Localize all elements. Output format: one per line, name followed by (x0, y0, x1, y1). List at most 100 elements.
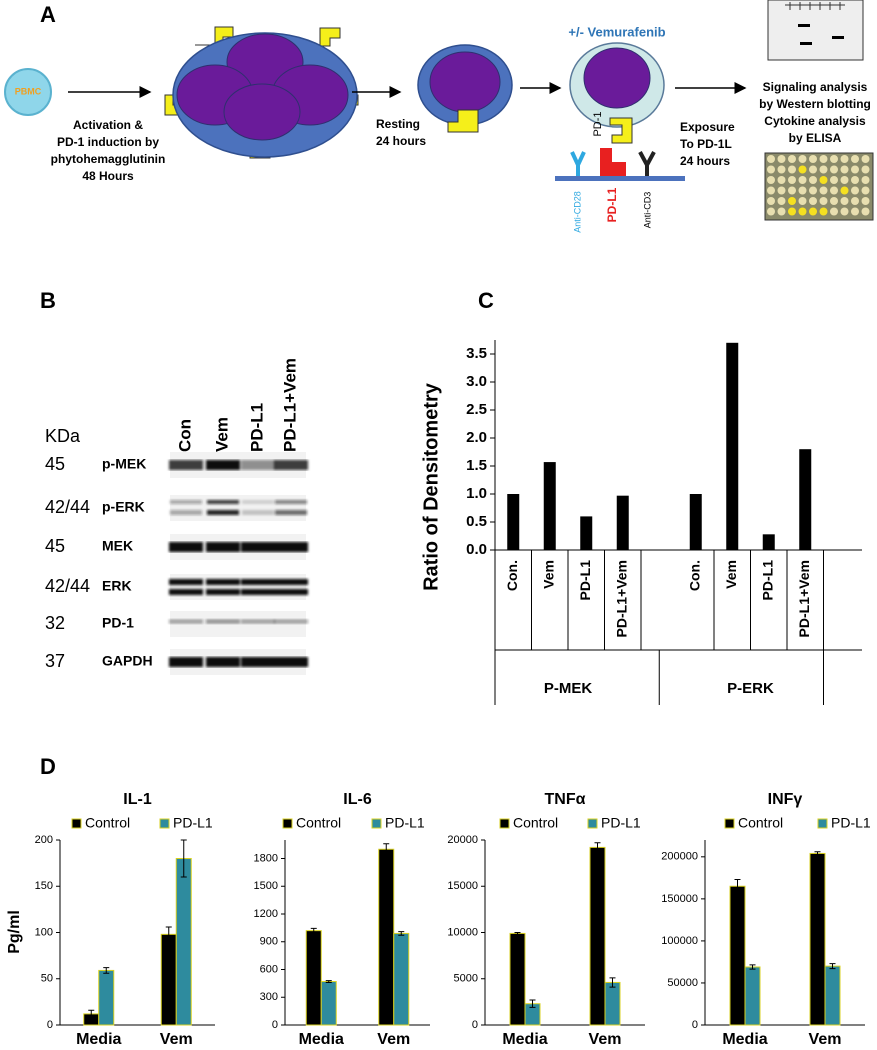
y-tick-label: 0 (472, 1019, 478, 1031)
well (777, 155, 786, 163)
y-tick-label: 0.5 (466, 513, 487, 530)
bar (604, 981, 621, 1026)
step-text: 48 Hours (82, 169, 134, 183)
error-bar (734, 879, 741, 894)
well (830, 207, 838, 216)
bar (509, 932, 526, 1026)
y-tick-label: 50000 (667, 977, 698, 989)
step-text: To PD-1L (680, 137, 732, 151)
well (809, 155, 817, 163)
error-bar (514, 932, 521, 935)
error-bar (609, 977, 616, 988)
band (169, 579, 203, 585)
y-tick-label: 300 (260, 991, 278, 1003)
well (798, 197, 807, 205)
y-tick-label: 0 (272, 1019, 278, 1031)
x-tick-label: PD-L1+Vem (613, 560, 629, 637)
error-bar (103, 967, 110, 974)
error-bar (398, 931, 405, 936)
group-label: P-ERK (727, 680, 774, 697)
x-tick-label: PD-L1 (577, 560, 593, 601)
band (169, 657, 203, 667)
step-text: by Western blotting (759, 97, 871, 111)
y-tick-label: 5000 (454, 973, 478, 985)
well (788, 165, 796, 174)
treatment-text: +/- Vemurafenib (568, 24, 665, 39)
error-bar (814, 851, 821, 856)
legend-swatch (499, 818, 510, 829)
error-bar (594, 842, 601, 853)
well (809, 186, 817, 195)
well (830, 186, 838, 195)
lane-label: Vem (212, 417, 231, 452)
blot-bands (169, 657, 308, 667)
bar (507, 494, 520, 550)
band (275, 510, 307, 515)
y-tick-label: 200000 (661, 851, 698, 863)
well (851, 165, 859, 174)
well (861, 176, 870, 184)
bar (580, 516, 593, 550)
error-bar (383, 843, 390, 856)
band (169, 589, 203, 595)
well (851, 176, 859, 184)
protein-label: MEK (102, 538, 133, 554)
x-tick-label: Vem (377, 1031, 410, 1048)
legend-label: PD-L1 (173, 815, 213, 831)
well (798, 186, 807, 195)
y-tick-label: 3.0 (466, 373, 487, 390)
kda-header: KDa (45, 426, 81, 446)
pbmc-cell (4, 68, 52, 116)
legend-label: Control (296, 815, 341, 831)
treated-cell (569, 42, 665, 144)
well (830, 176, 838, 184)
well (840, 165, 849, 174)
kda-label: 45 (45, 454, 65, 474)
y-tick-label: 1500 (254, 880, 278, 892)
kda-label: 32 (45, 613, 65, 633)
well (798, 165, 807, 174)
well (809, 165, 817, 174)
well (819, 155, 828, 163)
well (798, 155, 807, 163)
band (274, 619, 308, 624)
well (777, 207, 786, 216)
step-text: 24 hours (376, 134, 426, 148)
band (170, 500, 202, 504)
well (809, 197, 817, 205)
ligand-text: PD-L1 (605, 187, 619, 222)
protein-label: PD-1 (102, 615, 134, 631)
protein-label: ERK (102, 578, 132, 594)
bar (175, 858, 192, 1026)
well (767, 186, 775, 195)
kda-label: 42/44 (45, 497, 90, 517)
band (241, 589, 275, 595)
antibody-text: Anti-CD28 (572, 191, 582, 233)
bar (799, 449, 812, 550)
step-text: Signaling analysis (763, 80, 868, 94)
band (169, 460, 203, 470)
blot-bands (169, 542, 308, 552)
well (851, 155, 859, 163)
legend-label: PD-L1 (831, 815, 871, 831)
band (206, 619, 240, 624)
y-tick-label: 50 (41, 973, 53, 985)
step-text: by ELISA (789, 131, 842, 145)
blot-background (170, 495, 306, 521)
bar (320, 981, 337, 1026)
well (851, 197, 859, 205)
well (851, 207, 859, 216)
panel-b: B KDa Con Vem PD-L1 PD-L1+Vem 45 p-MEK 42/44 p-… (40, 288, 308, 675)
error-bar (180, 839, 187, 878)
well (861, 207, 870, 216)
bar (809, 852, 826, 1026)
well (861, 155, 870, 163)
y-tick-label: 20000 (447, 834, 478, 846)
legend-label: Control (738, 815, 783, 831)
error-bar (829, 963, 836, 970)
band (275, 500, 307, 504)
well (819, 176, 828, 184)
band (241, 657, 275, 667)
x-tick-label: Vem (540, 560, 556, 589)
